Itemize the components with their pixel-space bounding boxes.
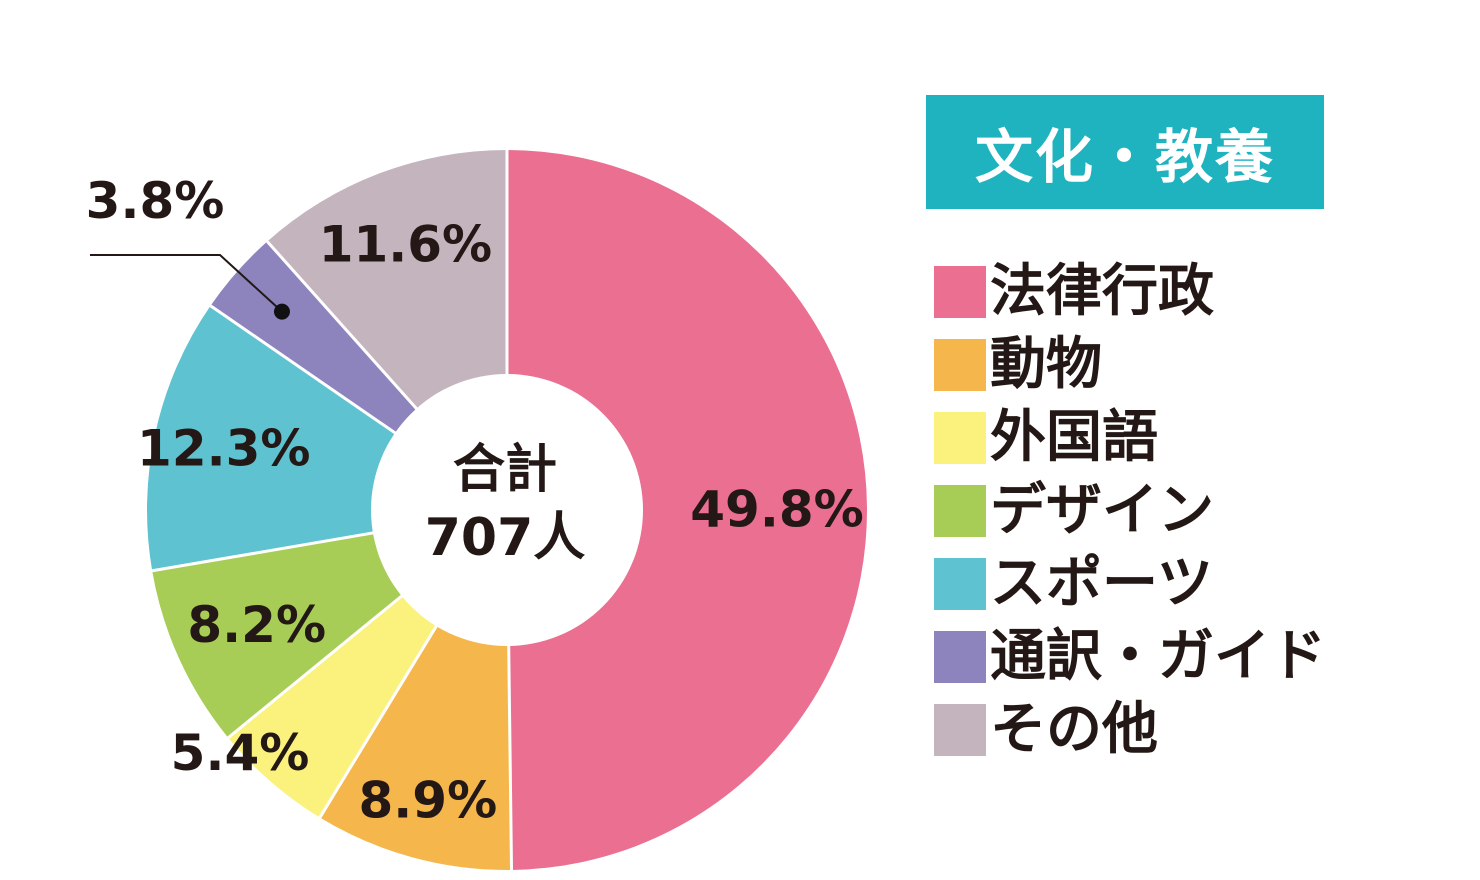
legend-swatch	[934, 339, 986, 391]
slice-value-label: 11.6%	[319, 216, 492, 274]
chart-title-box: 文化・教養	[926, 95, 1324, 209]
center-total-value: 707人	[425, 508, 586, 568]
legend-item: 外国語	[934, 408, 1158, 468]
legend-swatch	[934, 704, 986, 756]
legend-label: その他	[990, 697, 1158, 762]
legend-swatch	[934, 558, 986, 610]
legend-label: 通訳・ガイド	[990, 624, 1326, 689]
legend-item: 動物	[934, 335, 1102, 395]
chart-title: 文化・教養	[974, 123, 1275, 191]
legend-label: 法律行政	[990, 259, 1214, 324]
slice-value-label: 3.8%	[86, 172, 225, 230]
leader-line	[90, 254, 283, 313]
legend-item: 法律行政	[934, 262, 1214, 322]
donut-chart: 49.8% 8.9% 5.4% 8.2% 12.3% 3.8% 11.6% 合計 707人	[86, 150, 868, 870]
slice-value-label: 5.4%	[171, 724, 310, 782]
legend-item: 通訳・ガイド	[934, 627, 1326, 687]
legend-item: その他	[934, 700, 1158, 760]
slice-value-label: 12.3%	[137, 420, 310, 478]
legend-swatch	[934, 266, 986, 318]
center-total-title: 合計	[453, 440, 557, 500]
legend-label: 外国語	[990, 405, 1158, 470]
slice-value-label: 8.2%	[187, 596, 326, 654]
legend-label: 動物	[990, 332, 1102, 397]
legend-label: スポーツ	[990, 551, 1213, 616]
donut-hole	[371, 374, 643, 646]
slice-value-label: 49.8%	[690, 480, 863, 538]
slice-labels: 49.8% 8.9% 5.4% 8.2% 12.3% 3.8% 11.6%	[86, 172, 864, 829]
legend-swatch	[934, 485, 986, 537]
legend-swatch	[934, 412, 986, 464]
pie-slice	[507, 150, 868, 870]
legend-label: デザイン	[990, 478, 1214, 543]
slice-value-label: 8.9%	[359, 771, 498, 829]
legend-item: デザイン	[934, 481, 1214, 541]
legend-swatch	[934, 631, 986, 683]
leader-dot	[273, 303, 290, 320]
legend-item: スポーツ	[934, 554, 1213, 614]
